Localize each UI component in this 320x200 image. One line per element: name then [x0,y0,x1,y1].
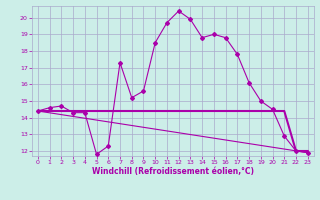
X-axis label: Windchill (Refroidissement éolien,°C): Windchill (Refroidissement éolien,°C) [92,167,254,176]
